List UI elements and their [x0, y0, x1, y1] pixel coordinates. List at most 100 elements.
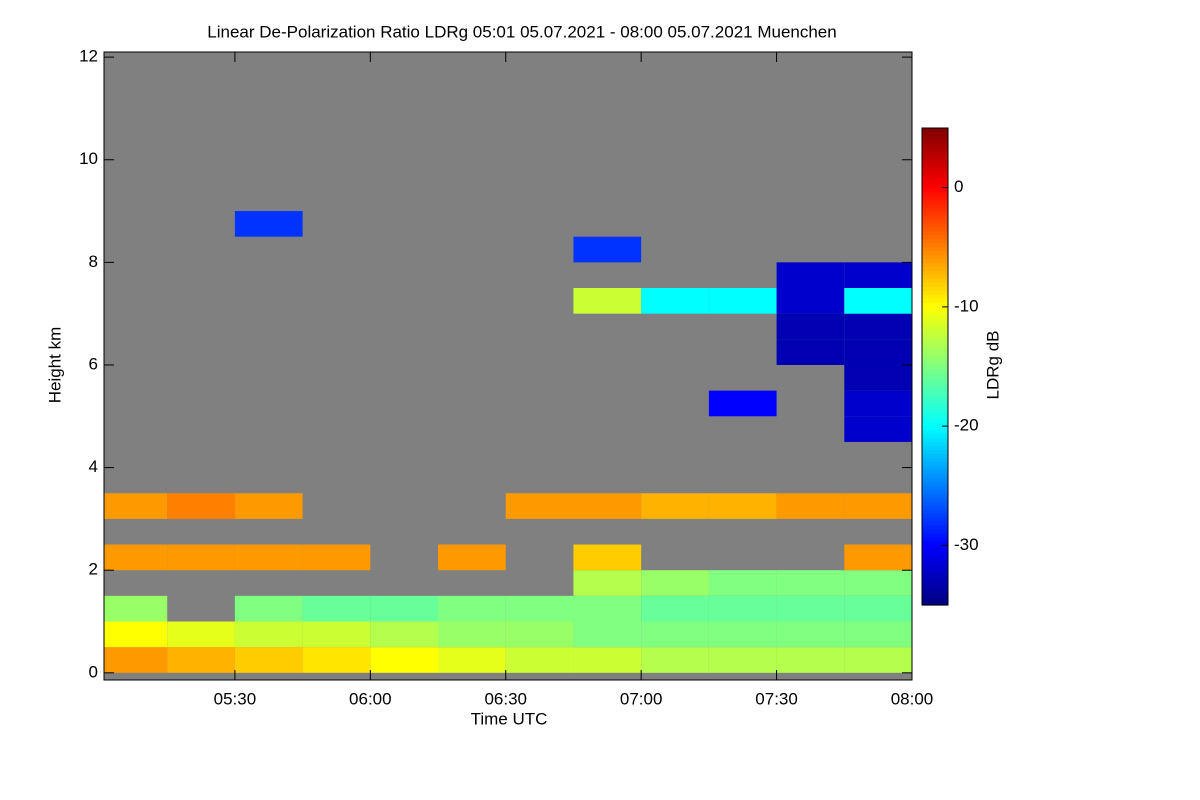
colorbar-segment: [922, 207, 948, 213]
y-axis-label: Height km: [45, 327, 64, 404]
colorbar-segment: [922, 394, 948, 399]
colorbar-segment: [922, 481, 948, 487]
colorbar-segment: [922, 298, 948, 304]
colorbar-segment: [922, 585, 948, 590]
heatmap-cell: [438, 621, 506, 648]
x-tick-label: 07:00: [620, 689, 663, 708]
colorbar-segment: [922, 219, 948, 224]
heatmap-cell: [573, 288, 642, 314]
colorbar-segment: [922, 386, 948, 391]
colorbar-segment: [922, 179, 948, 185]
heatmap-cell: [641, 288, 709, 314]
colorbar-segment: [922, 163, 948, 169]
colorbar-segment: [922, 597, 948, 602]
heatmap-cell: [708, 570, 777, 596]
colorbar-segment: [922, 529, 948, 535]
colorbar-segment: [922, 453, 948, 459]
colorbar-tick-label: -30: [954, 535, 979, 554]
heatmap-cell: [302, 595, 371, 622]
colorbar-segment: [922, 525, 948, 531]
colorbar-segment: [922, 139, 948, 145]
colorbar-segment: [922, 469, 948, 475]
colorbar-segment: [922, 398, 948, 403]
colorbar-segment: [922, 131, 948, 137]
x-axis-label: Time UTC: [471, 709, 548, 728]
heatmap-cell: [573, 570, 642, 596]
x-tick-label: 07:30: [755, 689, 798, 708]
colorbar-segment: [922, 473, 948, 479]
colorbar-segment: [922, 187, 948, 193]
colorbar-segment: [922, 489, 948, 495]
colorbar-segment: [922, 382, 948, 387]
colorbar-segment: [922, 294, 948, 300]
colorbar-segment: [922, 589, 948, 594]
heatmap-cell: [505, 647, 574, 673]
heatmap-cell: [104, 647, 168, 673]
heatmap-cell: [370, 647, 439, 673]
heatmap-cell: [844, 288, 912, 314]
colorbar-segment: [922, 545, 948, 550]
heatmap-cell: [573, 647, 642, 673]
colorbar-segment: [922, 477, 948, 483]
heatmap-cell: [104, 595, 168, 622]
colorbar-segment: [922, 501, 948, 507]
colorbar-segment: [922, 541, 948, 546]
colorbar-tick-label: -10: [954, 296, 979, 315]
heatmap-cell: [641, 493, 709, 519]
heatmap-cell: [844, 390, 912, 417]
colorbar-segment: [922, 287, 948, 292]
y-tick-label: 12: [79, 47, 98, 66]
colorbar-segment: [922, 465, 948, 471]
heatmap-cell: [776, 570, 845, 596]
heatmap-cell: [844, 262, 912, 289]
heatmap-cell: [167, 493, 235, 519]
heatmap-cell: [844, 544, 912, 571]
heatmap-cell: [104, 493, 168, 519]
colorbar-segment: [922, 370, 948, 376]
colorbar-segment: [922, 390, 948, 395]
heatmap-cell: [505, 621, 574, 648]
heatmap-cell: [844, 416, 912, 442]
colorbar-segment: [922, 251, 948, 256]
heatmap-cell: [708, 621, 777, 648]
colorbar-segment: [922, 175, 948, 181]
colorbar-segment: [922, 326, 948, 332]
colorbar-segment: [922, 143, 948, 149]
heatmap-cell: [234, 595, 303, 622]
heatmap-cell: [844, 339, 912, 365]
heatmap-cell: [573, 544, 642, 571]
colorbar-segment: [922, 449, 948, 455]
colorbar-segment: [922, 374, 948, 380]
heatmap-cell: [438, 647, 506, 673]
y-tick-label: 8: [89, 252, 98, 271]
heatmap-cell: [234, 621, 303, 648]
colorbar-segment: [922, 569, 948, 574]
colorbar-segment: [922, 318, 948, 324]
colorbar-segment: [922, 263, 948, 268]
heatmap-cell: [438, 595, 506, 622]
heatmap-cell: [302, 647, 371, 673]
heatmap-cell: [641, 595, 709, 622]
colorbar-segment: [922, 255, 948, 260]
colorbar-segment: [922, 601, 948, 606]
heatmap-cell: [370, 621, 439, 648]
colorbar-segment: [922, 203, 948, 209]
colorbar-segment: [922, 227, 948, 232]
heatmap-cell: [573, 236, 642, 263]
heatmap-cell: [776, 595, 845, 622]
colorbar-segment: [922, 366, 948, 372]
colorbar-segment: [922, 243, 948, 248]
colorbar-segment: [922, 334, 948, 340]
colorbar-segment: [922, 302, 948, 308]
heatmap-cell: [234, 493, 303, 519]
colorbar-segment: [922, 434, 948, 439]
colorbar-segment: [922, 128, 948, 133]
colorbar-segment: [922, 342, 948, 348]
colorbar-segment: [922, 306, 948, 312]
heatmap-cell: [167, 647, 235, 673]
y-tick-label: 0: [89, 662, 98, 681]
colorbar-segment: [922, 461, 948, 467]
heatmap-cell: [844, 647, 912, 673]
